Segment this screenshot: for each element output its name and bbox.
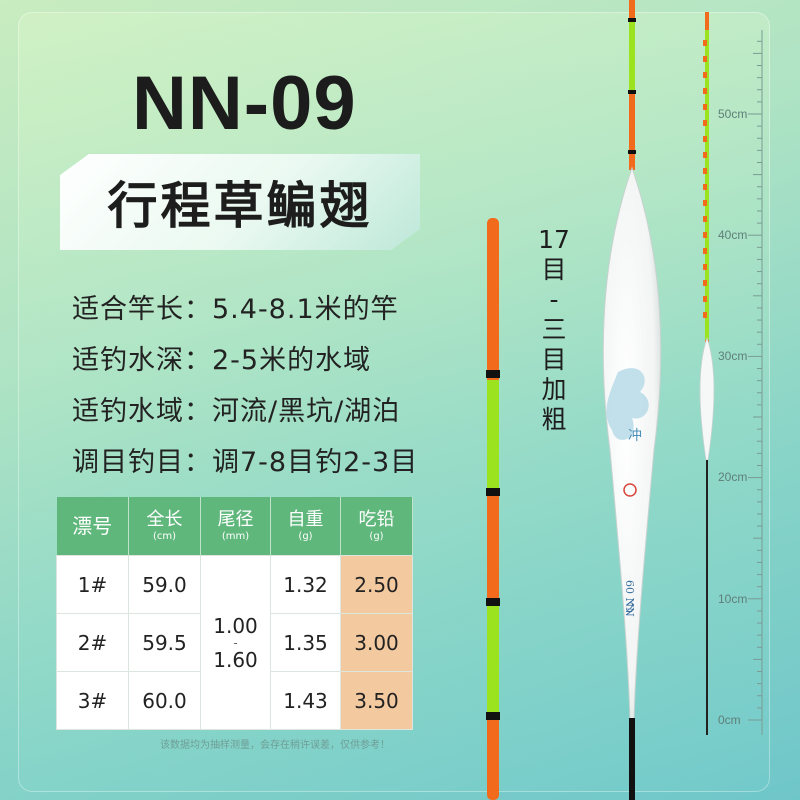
cell-tail-diameter: 1.00 - 1.60: [200, 555, 271, 730]
spec-table: 漂号 全长 (cm) 尾径 (mm) 自重 (g) 吃铅 (g) 1# 59.0 1.0…: [56, 497, 413, 730]
size-label-char: 目: [541, 255, 567, 284]
size-label-char: 17: [538, 225, 570, 254]
ruler-label: 0cm: [718, 713, 741, 727]
tail-max: 1.60: [213, 647, 258, 672]
ruler-label: 10cm: [718, 592, 748, 606]
size-label-char: 目: [541, 345, 567, 374]
spec-rod-length: 适合竿长：5.4-8.1米的竿: [72, 287, 399, 326]
cell-float-no: 2#: [56, 613, 129, 672]
cell-weight: 1.35: [270, 613, 341, 672]
header-tail-diameter: 尾径 (mm): [200, 497, 271, 556]
spec-value: 5.4-8.1米的竿: [212, 294, 399, 325]
table-row: 1# 59.0 1.00 - 1.60 1.32 2.50: [56, 555, 413, 730]
tail-sep: -: [233, 635, 238, 650]
cell-lead: 2.50: [340, 555, 413, 614]
header-lead: 吃铅 (g): [340, 497, 413, 556]
spec-value: 2-5米的水域: [212, 345, 372, 376]
header-length: 全长 (cm): [128, 497, 201, 556]
tail-min: 1.00: [213, 613, 258, 638]
spec-water-depth: 适钓水深：2-5米的水域: [72, 338, 371, 377]
table-row: 3# 60.0 1.43 3.50: [56, 671, 413, 730]
cell-length: 59.0: [128, 555, 201, 614]
spec-value: 河流/黑坑/湖泊: [212, 396, 401, 427]
spec-label: 适钓水域：: [72, 396, 212, 427]
table-row: 2# 59.5 1.35 3.00: [56, 613, 413, 672]
cell-lead: 3.50: [340, 671, 413, 730]
cell-lead: 3.00: [340, 613, 413, 672]
spec-value: 调7-8目钓2-3目: [212, 447, 419, 478]
cell-length: 59.5: [128, 613, 201, 672]
model-number: NN-09: [132, 61, 357, 146]
spec-adjust: 调目钓目：调7-8目钓2-3目: [72, 440, 418, 479]
ruler-label: 50cm: [718, 107, 748, 121]
ruler-label: 40cm: [718, 228, 748, 242]
spec-label: 适钓水深：: [72, 345, 212, 376]
size-label-char: 加: [541, 375, 567, 404]
cell-weight: 1.32: [270, 555, 341, 614]
product-name: 行程草鳊翅: [107, 177, 373, 235]
ruler-label: 20cm: [718, 470, 748, 484]
ruler-label: 30cm: [718, 349, 748, 363]
header-weight: 自重 (g): [270, 497, 341, 556]
spec-label: 适合竿长：: [72, 294, 212, 325]
spec-label: 调目钓目：: [72, 447, 212, 478]
footnote: 该数据均为抽样测量，会存在稍许误差，仅供参考！: [160, 740, 390, 751]
cell-float-no: 3#: [56, 671, 129, 730]
spec-water-type: 适钓水域：河流/黑坑/湖泊: [72, 389, 400, 428]
table-header-row: 漂号 全长 (cm) 尾径 (mm) 自重 (g) 吃铅 (g): [56, 497, 413, 556]
cell-length: 60.0: [128, 671, 201, 730]
size-label-char: -: [549, 285, 559, 314]
size-label-char: 三: [541, 315, 567, 344]
size-label-vertical: 17 目 - 三 目 加 粗: [534, 225, 574, 435]
product-name-card: 行程草鳊翅: [60, 154, 420, 250]
size-label-char: 粗: [541, 405, 567, 434]
cell-weight: 1.43: [270, 671, 341, 730]
header-float-no: 漂号: [56, 497, 129, 556]
cell-float-no: 1#: [56, 555, 129, 614]
